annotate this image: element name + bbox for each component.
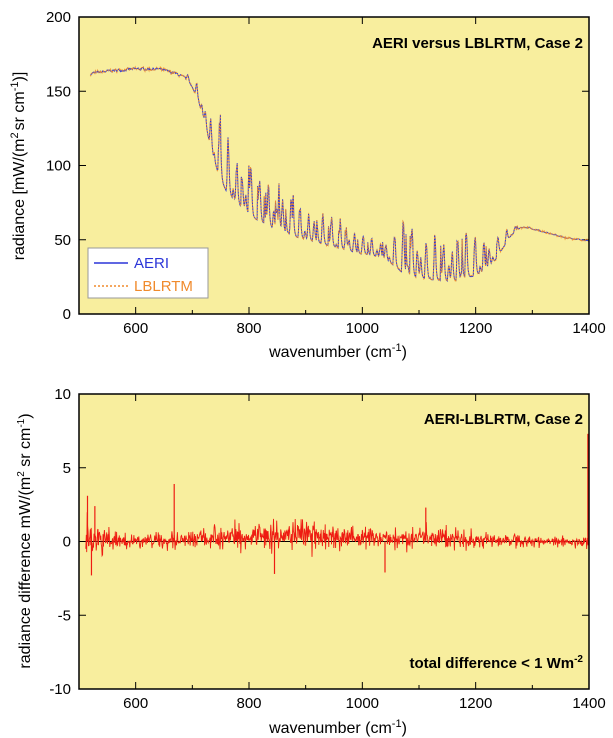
legend-box [87,247,209,299]
top-ylabel-sup2: -1 [9,81,21,91]
top-x-tick-label: 1400 [572,320,605,337]
bottom-plot-frame [78,393,590,690]
top-ylabel-part1: radiance [mW/(m [11,139,28,261]
top-x-axis-label: wavenumber (cm-1) [268,342,407,361]
top-xlabel-end: ) [402,344,407,361]
bottom-y-axis-label: radiance difference mW/(m2 sr cm-1) [16,413,34,668]
top-y-tick-label: 200 [46,9,71,26]
bottom-x-tick-label: 1000 [346,695,379,712]
top-ylabel-part2: sr cm [11,91,28,130]
bottom-y-tick-label: -10 [49,681,71,698]
top-y-tick-label: 100 [46,158,71,175]
bottom-chart: 600 800 1000 1200 1400 -10 -5 0 5 10 AERI-LBLRTM,… [16,386,606,737]
bottom-y-tick-label: 0 [63,534,71,551]
top-x-tick-label: 600 [123,320,148,337]
bottom-ylabel-sup1: 2 [16,471,27,477]
bottom-ylabel-part2: sr cm [17,428,34,472]
top-ylabel-part3: )] [11,72,28,82]
top-annotation: AERI versus LBLRTM, Case 2 [372,35,583,52]
bottom-x-tick-label: 1400 [572,695,605,712]
series-line-lblrtm [89,65,590,283]
bottom-y-tick-label: -5 [58,607,71,624]
top-plot-frame [78,16,590,315]
top-y-tick-label: 0 [63,306,71,323]
legend-label-lblrtm: LBLRTM [134,278,193,295]
bottom-note-text: total difference < 1 Wm [409,655,574,672]
top-y-tick-label: 150 [46,83,71,100]
top-legend: AERI LBLRTM [87,247,209,299]
top-y-tick-label: 50 [54,232,71,249]
bottom-x-axis-label: wavenumber (cm-1) [268,718,407,737]
bottom-xlabel-main: wavenumber (cm [268,720,392,737]
bottom-ylabel-sup2: -1 [16,418,27,427]
top-xlabel-sup: -1 [392,342,402,354]
bottom-x-tick-label: 800 [236,695,261,712]
top-x-tick-label: 1200 [459,320,492,337]
top-x-tick-label: 1000 [346,320,379,337]
bottom-x-tick-label: 600 [123,695,148,712]
bottom-ylabel-part3: ) [17,413,34,418]
top-xlabel-main: wavenumber (cm [268,344,392,361]
top-chart: 600 800 1000 1200 1400 0 50 100 150 200 AERI vers… [9,9,606,361]
bottom-ylabel-part1: radiance difference mW/(m [17,477,34,669]
top-ticks: 600 800 1000 1200 1400 0 50 100 150 200 [46,9,606,337]
legend-label-aeri: AERI [134,255,169,272]
bottom-y-tick-label: 10 [54,386,71,403]
bottom-x-tick-label: 1200 [459,695,492,712]
bottom-note-sup: -2 [574,654,583,665]
top-ylabel-sup1: 2 [9,132,21,138]
bottom-annotation: AERI-LBLRTM, Case 2 [424,411,583,428]
bottom-series [79,433,590,576]
top-x-tick-label: 800 [236,320,261,337]
bottom-y-tick-label: 5 [63,460,71,477]
bottom-xlabel-end: ) [402,720,407,737]
top-series [89,65,590,283]
series-line-difference [85,512,590,558]
bottom-note: total difference < 1 Wm-2 [409,654,583,672]
bottom-xlabel-sup: -1 [392,718,402,730]
top-y-axis-label: radiance [mW/(m2 sr cm-1)] [9,72,28,261]
